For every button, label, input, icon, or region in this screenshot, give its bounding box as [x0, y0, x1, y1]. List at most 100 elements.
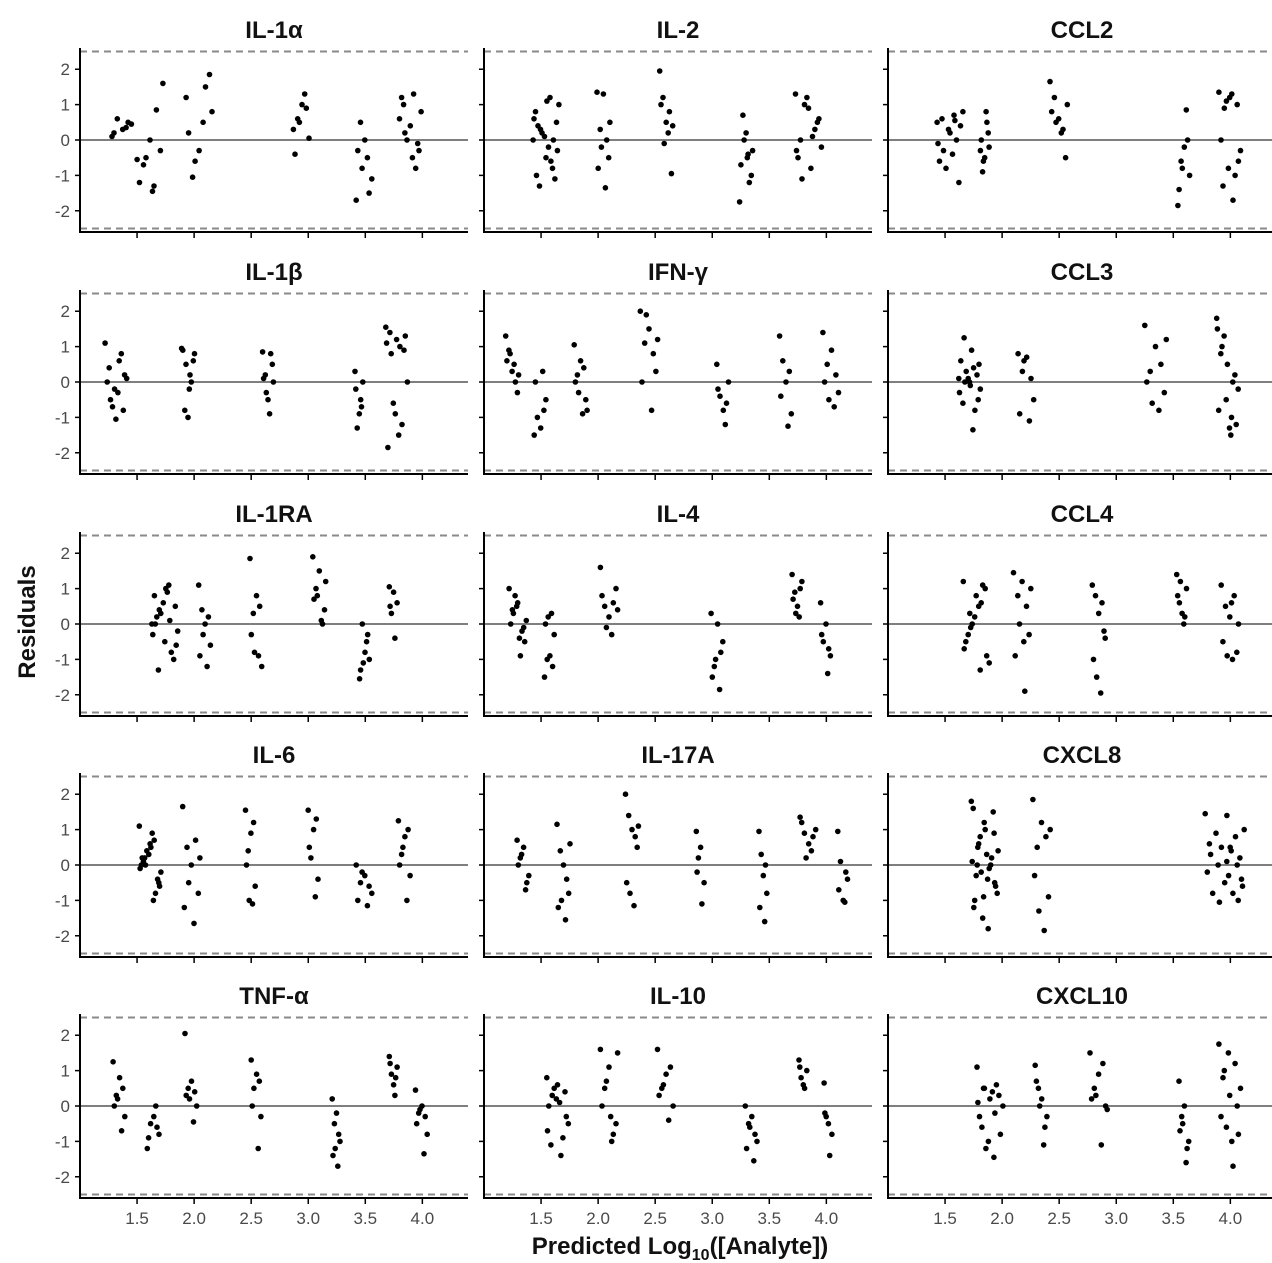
residual-point [355, 147, 361, 154]
residual-point [717, 393, 723, 400]
residual-point [665, 1117, 672, 1123]
residual-point [1045, 894, 1052, 900]
residual-point [369, 890, 375, 897]
residual-point [821, 379, 828, 385]
residual-point [186, 386, 193, 392]
residual-point [825, 1120, 832, 1127]
residual-point [549, 165, 556, 172]
residual-point [410, 91, 417, 97]
residual-point [549, 663, 556, 670]
residual-point [310, 826, 317, 833]
residual-point [1175, 202, 1181, 209]
residual-point [1221, 879, 1228, 886]
y-tick-label: 0 [61, 1097, 70, 1116]
residual-point [537, 126, 544, 133]
residual-point [424, 1131, 431, 1138]
residual-point [1225, 165, 1232, 172]
residual-point [537, 425, 544, 431]
residual-point [1218, 350, 1224, 357]
residual-point [369, 176, 375, 182]
residual-point [310, 554, 316, 560]
residual-point [1000, 1103, 1006, 1109]
panel-title: IL-1β [245, 259, 302, 286]
residual-point [155, 667, 162, 673]
residual-point [1216, 1041, 1222, 1047]
residual-point [563, 1113, 570, 1120]
residual-point [952, 117, 958, 124]
residual-point [818, 631, 825, 638]
residual-point [163, 585, 169, 592]
residual-point [977, 667, 983, 673]
residual-point [413, 1120, 420, 1127]
residual-point [827, 653, 834, 659]
residual-point [398, 94, 405, 101]
residual-point [1223, 396, 1229, 403]
residual-point [749, 1113, 755, 1120]
panel-il-6: IL-6 2 1 0 -1 -2 [55, 742, 468, 963]
residual-point [796, 614, 802, 620]
residual-point [395, 432, 402, 438]
residual-point [1184, 1145, 1190, 1152]
residual-point [608, 1138, 615, 1145]
y-tick-label: 1 [61, 580, 70, 599]
residual-point [111, 130, 117, 136]
residual-point [967, 610, 973, 617]
panel-il-1ra: IL-1RA 2 1 0 -1 -2 [55, 501, 468, 722]
residual-point [386, 584, 393, 590]
residual-point [798, 1074, 804, 1081]
residual-point [269, 361, 276, 368]
residual-point [358, 404, 365, 410]
residual-point [754, 1138, 760, 1145]
x-tick-label: 4.0 [815, 1209, 839, 1228]
residual-point [936, 158, 943, 164]
residual-point [961, 646, 967, 652]
residual-point [598, 144, 605, 150]
panel-title: CCL3 [1051, 259, 1114, 286]
residual-point [975, 841, 982, 847]
residual-point [185, 1085, 191, 1092]
residual-point [249, 901, 256, 907]
residual-point [1012, 653, 1018, 659]
residual-point [553, 119, 560, 126]
residual-point [665, 130, 671, 136]
residual-point [516, 635, 523, 641]
residual-point [110, 1059, 116, 1065]
panel-ifn: IFN-γ [479, 259, 872, 480]
residual-point [154, 614, 160, 620]
residual-point [1231, 592, 1237, 599]
residual-point [154, 1124, 160, 1130]
residual-point [602, 185, 609, 191]
residual-point [170, 656, 177, 663]
residual-point [562, 1089, 568, 1095]
residual-point [743, 130, 749, 136]
residual-point [154, 876, 161, 882]
residual-point [1176, 186, 1182, 193]
residual-point [764, 890, 770, 897]
residual-point [362, 649, 368, 656]
residual-point [1023, 603, 1030, 610]
residual-point [1102, 635, 1108, 641]
residual-point [404, 137, 410, 143]
residual-point [697, 844, 704, 851]
residual-point [139, 855, 145, 861]
residual-point [541, 674, 548, 680]
residual-point [792, 589, 798, 595]
y-tick-label: 2 [61, 785, 70, 804]
residual-point [1237, 855, 1243, 861]
residual-point [183, 1092, 189, 1099]
residual-point [613, 585, 619, 592]
residual-point [810, 833, 816, 840]
residual-point [1234, 1103, 1240, 1109]
residual-point [631, 902, 637, 909]
residual-point [251, 649, 258, 656]
residual-point [983, 1145, 989, 1152]
residual-point [983, 851, 990, 858]
residual-point [1204, 869, 1211, 875]
residual-point [1177, 1128, 1183, 1134]
residual-point [199, 607, 205, 613]
residual-point [669, 123, 676, 129]
residual-point [202, 621, 208, 627]
residual-point [1209, 890, 1216, 897]
residual-point [400, 844, 406, 851]
x-tick-label: 3.0 [1104, 1209, 1128, 1228]
